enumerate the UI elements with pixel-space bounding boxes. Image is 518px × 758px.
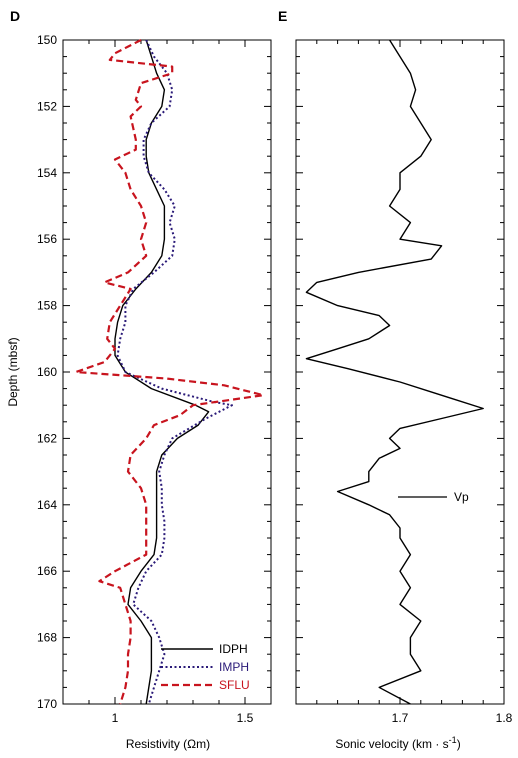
panel-d-legend: IDPH IMPH SFLU [161,642,250,692]
panel-d-ticks [62,39,272,705]
y-tick-label: 152 [37,99,57,113]
panel-e-legend: Vp [398,490,469,504]
legend-vp-label: Vp [454,490,469,504]
legend-idph-label: IDPH [219,642,248,656]
panel-e-x-axis-title-main: Sonic velocity (km · s [335,737,448,751]
y-tick-label: 168 [37,631,57,645]
y-tick-label: 156 [37,232,57,246]
y-tick-label: 160 [37,365,57,379]
y-tick-label: 158 [37,299,57,313]
panel-e-x-tick-labels: 1.7 1.8 [392,711,513,725]
panel-d-x-axis-title: Resistivity (Ωm) [126,737,210,751]
x-tick-label: 1.8 [496,711,513,725]
series-idph-line [114,39,210,705]
x-tick-label: 1 [112,711,119,725]
panel-d-y-axis-title: Depth (mbsf) [6,337,20,406]
legend-imph-label: IMPH [219,660,249,674]
panel-e-letter: E [278,8,287,24]
panel-e-x-axis-title-end: ) [457,737,461,751]
panel-d-x-tick-labels: 1 1.5 [112,711,254,725]
panel-d-y-tick-labels: 150 152 154 156 158 160 162 164 166 168 170 [37,33,57,711]
y-tick-label: 154 [37,166,57,180]
panel-d-series [74,39,265,705]
series-sflu-line [74,39,265,705]
y-tick-label: 162 [37,431,57,445]
panel-e-x-axis-title: Sonic velocity (km · s-1) [335,735,460,751]
y-tick-label: 170 [37,697,57,711]
panel-d-frame [62,39,272,705]
series-vp-line [305,39,484,705]
panel-e: E 1.7 1.8 Sonic velocity (km · s-1) Vp [278,8,513,751]
panel-e-x-axis-title-sup: -1 [449,735,457,745]
y-tick-label: 166 [37,564,57,578]
x-tick-label: 1.5 [237,711,254,725]
y-tick-label: 164 [37,498,57,512]
x-tick-label: 1.7 [392,711,409,725]
y-tick-label: 150 [37,33,57,47]
legend-sflu-label: SFLU [219,678,250,692]
panel-e-series [305,39,484,705]
panel-e-ticks [295,39,505,705]
panel-d-letter: D [10,8,20,24]
